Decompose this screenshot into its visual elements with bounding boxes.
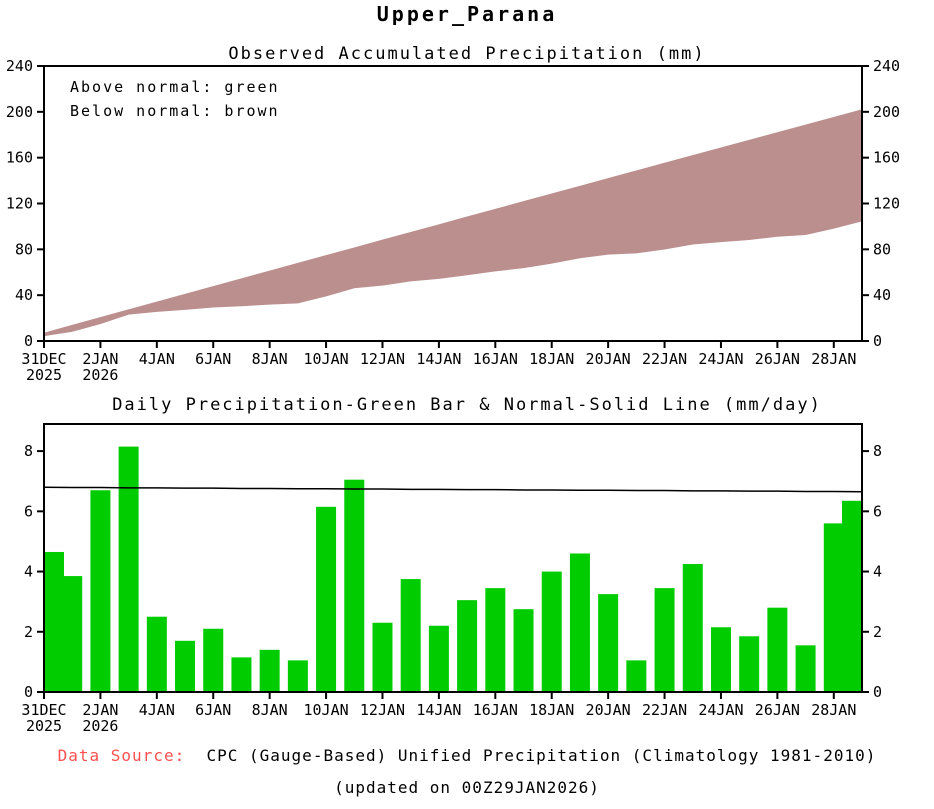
svg-text:8JAN: 8JAN (252, 350, 288, 368)
svg-text:12JAN: 12JAN (360, 701, 405, 719)
data-source-label: Data Source: (57, 746, 186, 765)
svg-text:28JAN: 28JAN (811, 350, 856, 368)
svg-text:22JAN: 22JAN (642, 350, 687, 368)
svg-text:2: 2 (24, 623, 33, 641)
svg-text:240: 240 (6, 60, 33, 75)
svg-text:22JAN: 22JAN (642, 701, 687, 719)
daily-chart-title: Daily Precipitation-Green Bar & Normal-S… (112, 395, 822, 415)
svg-text:24JAN: 24JAN (698, 701, 743, 719)
svg-text:80: 80 (873, 240, 891, 258)
svg-text:18JAN: 18JAN (529, 701, 574, 719)
svg-text:40: 40 (15, 286, 33, 304)
svg-text:240: 240 (873, 60, 900, 75)
accumulated-chart-title: Observed Accumulated Precipitation (mm) (228, 44, 706, 64)
svg-text:14JAN: 14JAN (416, 350, 461, 368)
svg-text:14JAN: 14JAN (416, 701, 461, 719)
svg-text:8JAN: 8JAN (252, 701, 288, 719)
svg-text:120: 120 (6, 195, 33, 213)
svg-text:12JAN: 12JAN (360, 350, 405, 368)
svg-text:2JAN: 2JAN (82, 701, 118, 719)
svg-text:160: 160 (6, 149, 33, 167)
svg-text:16JAN: 16JAN (473, 350, 518, 368)
svg-text:26JAN: 26JAN (755, 701, 800, 719)
data-source-line: Data Source: CPC (Gauge-Based) Unified P… (0, 746, 934, 765)
svg-text:4: 4 (24, 563, 33, 581)
svg-text:6JAN: 6JAN (195, 701, 231, 719)
svg-text:28JAN: 28JAN (811, 701, 856, 719)
svg-text:6JAN: 6JAN (195, 350, 231, 368)
svg-text:6: 6 (24, 502, 33, 520)
svg-text:6: 6 (873, 502, 882, 520)
svg-text:200: 200 (873, 103, 900, 121)
page-title: Upper_Parana (376, 2, 558, 26)
svg-text:0: 0 (24, 683, 33, 701)
svg-text:20JAN: 20JAN (586, 350, 631, 368)
svg-text:24JAN: 24JAN (698, 350, 743, 368)
svg-text:16JAN: 16JAN (473, 701, 518, 719)
svg-text:8: 8 (873, 442, 882, 460)
svg-text:8: 8 (24, 442, 33, 460)
svg-text:160: 160 (873, 149, 900, 167)
svg-text:31DEC: 31DEC (21, 701, 66, 719)
svg-text:2025: 2025 (26, 717, 62, 735)
svg-text:2026: 2026 (82, 717, 118, 735)
svg-text:0: 0 (873, 332, 882, 350)
svg-text:2026: 2026 (82, 366, 118, 384)
svg-text:200: 200 (6, 103, 33, 121)
svg-text:4JAN: 4JAN (139, 701, 175, 719)
svg-text:4JAN: 4JAN (139, 350, 175, 368)
data-source-text: CPC (Gauge-Based) Unified Precipitation … (185, 746, 877, 765)
updated-text: (updated on 00Z29JAN2026) (334, 778, 600, 797)
legend-below-normal: Below normal: brown (70, 102, 280, 120)
svg-text:31DEC: 31DEC (21, 350, 66, 368)
svg-text:10JAN: 10JAN (303, 701, 348, 719)
svg-text:2025: 2025 (26, 366, 62, 384)
svg-text:0: 0 (24, 332, 33, 350)
svg-text:20JAN: 20JAN (586, 701, 631, 719)
svg-text:120: 120 (873, 195, 900, 213)
svg-text:2JAN: 2JAN (82, 350, 118, 368)
svg-text:2: 2 (873, 623, 882, 641)
svg-text:40: 40 (873, 286, 891, 304)
svg-text:0: 0 (873, 683, 882, 701)
svg-text:18JAN: 18JAN (529, 350, 574, 368)
svg-text:4: 4 (873, 563, 882, 581)
svg-text:26JAN: 26JAN (755, 350, 800, 368)
legend-above-normal: Above normal: green (70, 78, 280, 96)
svg-text:80: 80 (15, 240, 33, 258)
svg-text:10JAN: 10JAN (303, 350, 348, 368)
